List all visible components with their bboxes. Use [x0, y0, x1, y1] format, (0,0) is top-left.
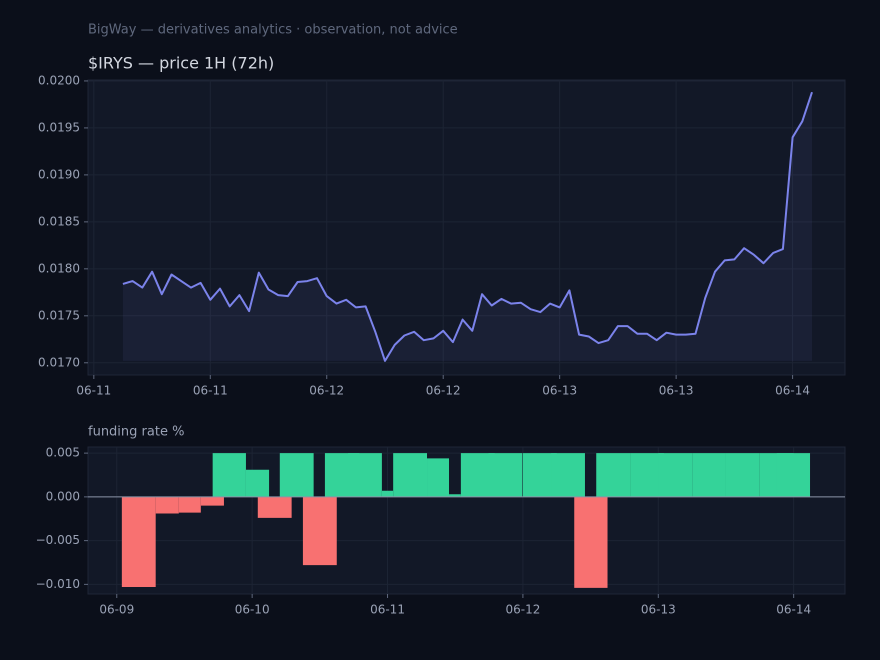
- y-tick-label: 0.0170: [38, 355, 80, 369]
- x-tick-label: 06-13: [659, 384, 694, 398]
- funding-bar: [488, 453, 523, 497]
- x-tick-label: 06-14: [775, 384, 810, 398]
- x-tick-label: 06-13: [641, 603, 676, 617]
- y-tick-label: 0.0200: [38, 73, 80, 87]
- y-tick-label: −0.005: [36, 533, 80, 547]
- chart-title: $IRYS — price 1H (72h): [88, 54, 274, 73]
- funding-bar: [302, 496, 337, 566]
- plot-area: [87, 79, 846, 376]
- x-tick-label: 06-11: [193, 384, 228, 398]
- price-line: [122, 91, 813, 362]
- funding-bar: [449, 494, 461, 497]
- x-tick-label: 06-14: [776, 603, 811, 617]
- page-header: BigWay — derivatives analytics · observa…: [88, 23, 458, 38]
- y-tick-label: 0.0195: [38, 120, 80, 134]
- y-tick-label: 0.0190: [38, 167, 80, 181]
- funding-bar: [178, 496, 201, 513]
- y-tick-label: 0.0175: [38, 308, 80, 322]
- funding-bar: [245, 469, 270, 497]
- funding-bar: [776, 453, 811, 497]
- y-tick-label: −0.010: [36, 577, 80, 591]
- funding-bar: [393, 453, 428, 497]
- y-tick-label: 0.005: [46, 446, 80, 460]
- funding-bar: [121, 496, 156, 587]
- funding-bar: [257, 496, 292, 518]
- funding-bar: [200, 496, 224, 506]
- x-tick-label: 06-13: [542, 384, 577, 398]
- funding-bar: [658, 453, 693, 497]
- funding-bar: [212, 453, 246, 497]
- x-tick-label: 06-12: [309, 384, 344, 398]
- funding-bar: [279, 453, 314, 497]
- x-tick-label: 06-10: [235, 603, 270, 617]
- x-tick-label: 06-12: [426, 384, 461, 398]
- y-tick-label: 0.0185: [38, 214, 80, 228]
- funding-bar: [551, 453, 585, 497]
- funding-bar: [381, 490, 394, 497]
- funding-bar: [348, 453, 382, 497]
- funding-bar: [574, 496, 608, 588]
- y-tick-label: 0.0180: [38, 261, 80, 275]
- area: [122, 92, 813, 361]
- chart-title: funding rate %: [88, 425, 184, 440]
- funding-bar: [725, 453, 760, 497]
- funding-bar: [692, 453, 726, 497]
- funding-bar: [596, 453, 631, 497]
- x-tick-label: 06-11: [76, 384, 111, 398]
- y-tick-label: 0.000: [46, 489, 80, 503]
- x-tick-label: 06-11: [370, 603, 405, 617]
- x-tick-label: 06-09: [99, 603, 134, 617]
- funding-bar: [427, 458, 450, 497]
- x-tick-label: 06-12: [505, 603, 540, 617]
- funding-bar: [155, 496, 179, 514]
